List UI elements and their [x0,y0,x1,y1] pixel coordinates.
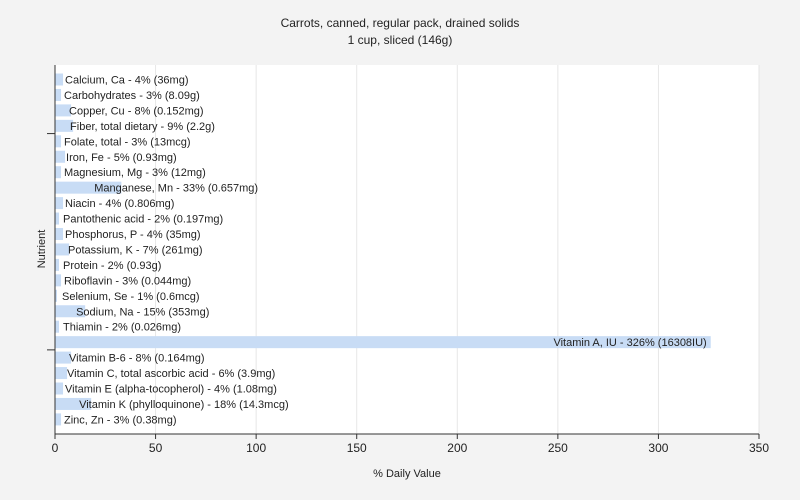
bar-label: Protein - 2% (0.93g) [63,260,161,272]
bar [55,413,62,426]
y-axis-label: Nutrient [36,230,48,269]
chart-title: Carrots, canned, regular pack, drained s… [281,16,520,30]
bar [55,88,62,101]
bar [55,73,64,86]
bar [55,274,62,287]
bar [55,135,62,148]
bar-label: Thiamin - 2% (0.026mg) [63,322,181,334]
plot-area [55,65,759,434]
x-tick-label: 0 [52,441,59,455]
x-tick-label: 200 [447,441,467,455]
bar [55,397,92,410]
bar-label: Manganese, Mn - 33% (0.657mg) [94,183,258,195]
bar [55,104,72,117]
bar-label: Riboflavin - 3% (0.044mg) [64,275,191,287]
bar-label: Zinc, Zn - 3% (0.38mg) [64,414,176,426]
bar [55,119,74,132]
bar [55,181,122,194]
chart-subtitle: 1 cup, sliced (146g) [348,33,453,47]
bar-label: Pantothenic acid - 2% (0.197mg) [63,214,223,226]
bar-label: Carbohydrates - 3% (8.09g) [64,90,200,102]
bar [55,243,70,256]
bar-label: Potassium, K - 7% (261mg) [68,244,203,256]
bar-label: Vitamin E (alpha-tocopherol) - 4% (1.08m… [65,384,277,396]
bar [55,150,66,163]
bar [55,305,86,318]
bars: Calcium, Ca - 4% (36mg) Carbohydrates - 3… [55,73,711,426]
bar [55,258,60,271]
x-axis-label: % Daily Value [373,468,441,480]
bar [55,197,64,210]
bar-label: Phosphorus, P - 4% (35mg) [65,229,201,241]
x-tick-label: 350 [749,441,769,455]
bar-label: Vitamin C, total ascorbic acid - 6% (3.9… [67,368,275,380]
x-axis-ticks: 0 50 100 150 200 250 300 350 [52,434,769,455]
bar-label: Niacin - 4% (0.806mg) [65,198,174,210]
x-tick-label: 100 [246,441,266,455]
bar [55,336,711,349]
y-axis-ticks [47,133,55,351]
bar [55,289,58,302]
bar-label: Magnesium, Mg - 3% (12mg) [64,167,206,179]
x-tick-label: 150 [347,441,367,455]
bar-label: Selenium, Se - 1% (0.6mcg) [62,291,200,303]
bar-label: Copper, Cu - 8% (0.152mg) [69,105,204,117]
bar-label: Calcium, Ca - 4% (36mg) [65,75,188,87]
bar [55,320,60,333]
bar [55,228,64,240]
bar-label: Fiber, total dietary - 9% (2.2g) [70,121,215,133]
bar [55,166,62,179]
grid-lines [155,65,760,434]
bar [55,382,64,395]
bar-label: Iron, Fe - 5% (0.93mg) [66,152,177,164]
bar-label: Folate, total - 3% (13mcg) [64,136,191,148]
bar-label: Sodium, Na - 15% (353mg) [76,306,209,318]
bar [55,367,68,380]
x-tick-label: 50 [149,441,163,455]
x-tick-label: 250 [548,441,568,455]
bar [55,212,60,225]
x-tick-label: 300 [648,441,668,455]
bar-label: Vitamin K (phylloquinone) - 18% (14.3mcg… [79,399,289,411]
bar [55,351,72,364]
axes [54,65,759,435]
bar-label: Vitamin A, IU - 326% (16308IU) [553,337,706,349]
bar-label: Vitamin B-6 - 8% (0.164mg) [69,353,205,365]
